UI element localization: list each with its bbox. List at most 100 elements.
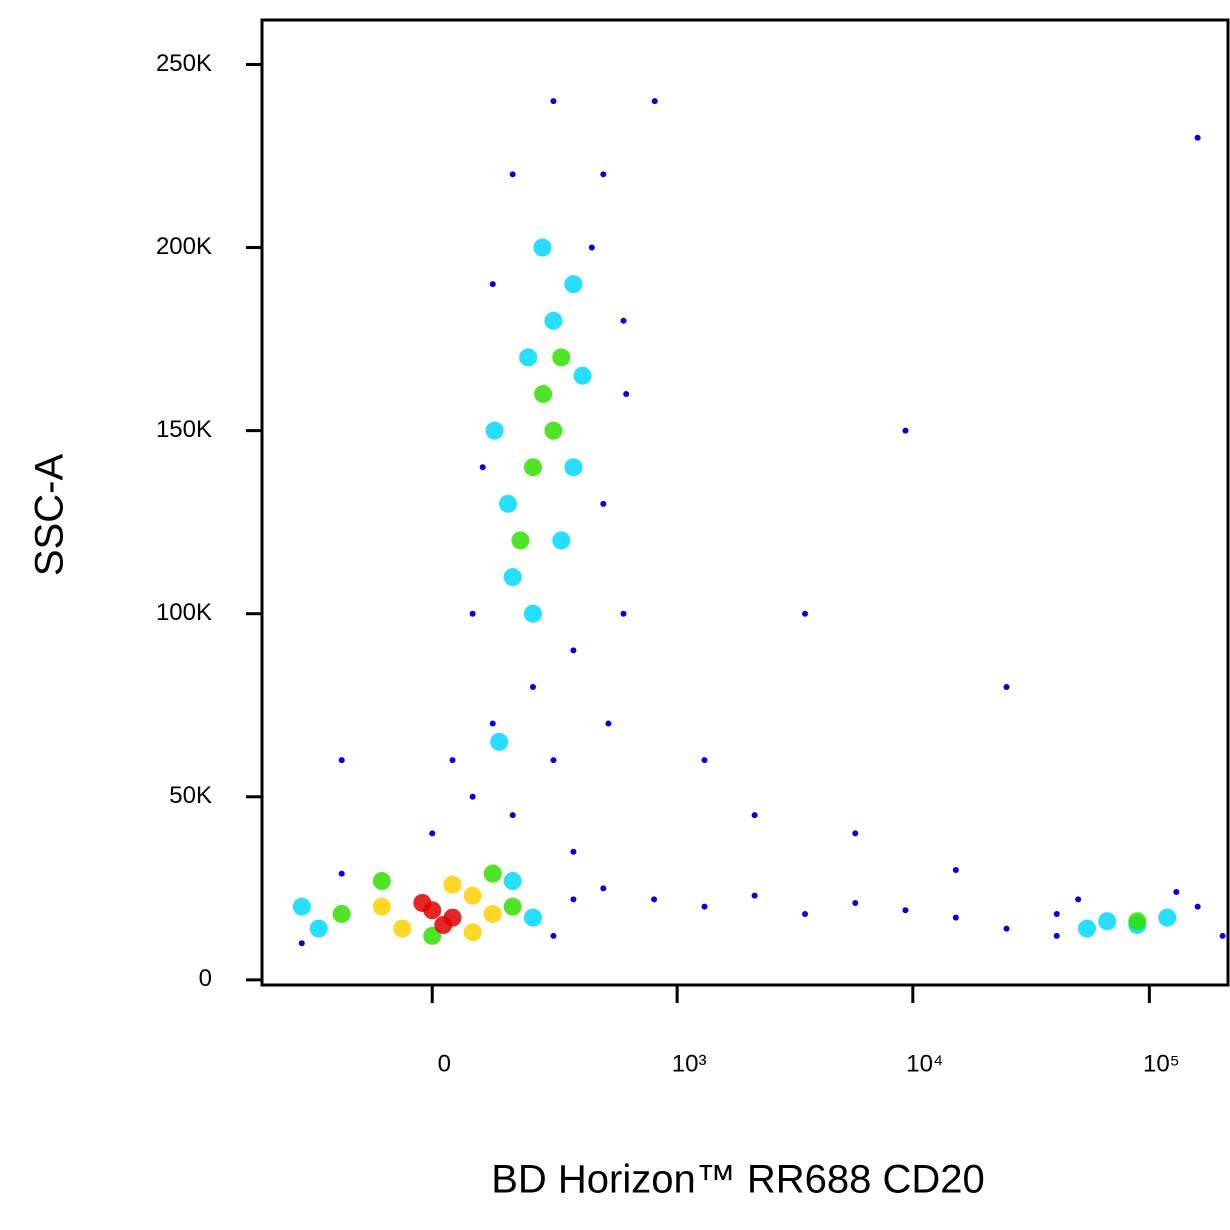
event-point bbox=[751, 892, 758, 899]
event-point bbox=[1173, 888, 1180, 895]
x-axis-title: BD Horizon™ RR688 CD20 bbox=[491, 1158, 985, 1202]
event-point bbox=[570, 647, 577, 654]
event-point bbox=[1194, 134, 1201, 141]
event-point bbox=[751, 812, 758, 819]
event-point bbox=[564, 458, 583, 477]
event-point bbox=[511, 531, 530, 550]
event-point bbox=[338, 757, 345, 764]
event-point bbox=[1128, 912, 1147, 931]
y-axis-title: SSC-A bbox=[28, 454, 72, 577]
event-point bbox=[623, 391, 630, 398]
y-tick-label: 100K bbox=[156, 599, 212, 626]
event-point bbox=[564, 275, 583, 294]
event-point bbox=[1003, 683, 1010, 690]
event-point bbox=[393, 919, 412, 938]
event-point bbox=[463, 923, 482, 942]
event-point bbox=[1158, 908, 1177, 927]
event-point bbox=[902, 427, 909, 434]
event-point bbox=[600, 500, 607, 507]
event-point bbox=[523, 458, 542, 477]
event-point bbox=[338, 870, 345, 877]
event-point bbox=[443, 875, 462, 894]
event-point bbox=[552, 348, 571, 367]
event-point bbox=[372, 897, 391, 916]
event-point bbox=[523, 604, 542, 623]
event-point bbox=[701, 757, 708, 764]
event-point bbox=[852, 830, 859, 837]
event-point bbox=[449, 757, 456, 764]
plot-frame bbox=[260, 18, 1230, 987]
event-point bbox=[802, 610, 809, 617]
event-point bbox=[550, 98, 557, 105]
event-point bbox=[372, 872, 391, 891]
x-tick-label: 0 bbox=[438, 1050, 451, 1077]
event-point bbox=[544, 421, 563, 440]
event-point bbox=[523, 908, 542, 927]
event-point bbox=[952, 914, 959, 921]
y-tick-label: 150K bbox=[156, 416, 212, 443]
event-point bbox=[423, 926, 442, 945]
x-tick-label: 10⁴ bbox=[906, 1050, 943, 1077]
event-point bbox=[503, 568, 522, 587]
event-point bbox=[550, 932, 557, 939]
event-point bbox=[429, 830, 436, 837]
x-tick-label: 10⁵ bbox=[1143, 1050, 1180, 1077]
event-point bbox=[469, 793, 476, 800]
event-point bbox=[605, 720, 612, 727]
event-point bbox=[298, 940, 305, 947]
event-point bbox=[292, 897, 311, 916]
event-point bbox=[485, 421, 504, 440]
event-point bbox=[552, 531, 571, 550]
event-point bbox=[620, 317, 627, 324]
event-point bbox=[550, 757, 557, 764]
event-point bbox=[802, 910, 809, 917]
event-point bbox=[852, 899, 859, 906]
event-point bbox=[544, 311, 563, 330]
event-point bbox=[600, 171, 607, 178]
event-point bbox=[1194, 903, 1201, 910]
event-point bbox=[1098, 912, 1117, 931]
event-point bbox=[463, 886, 482, 905]
event-point bbox=[1075, 896, 1082, 903]
event-point bbox=[503, 872, 522, 891]
y-tick-label: 50K bbox=[169, 782, 212, 809]
event-point bbox=[469, 610, 476, 617]
event-point bbox=[1053, 910, 1060, 917]
event-point bbox=[529, 683, 536, 690]
event-point bbox=[1219, 932, 1226, 939]
event-point bbox=[479, 464, 486, 471]
event-point bbox=[503, 897, 522, 916]
event-point bbox=[499, 494, 518, 513]
event-point bbox=[519, 348, 538, 367]
event-point bbox=[332, 904, 351, 923]
event-point bbox=[309, 919, 328, 938]
event-point bbox=[490, 732, 509, 751]
event-point bbox=[413, 893, 432, 912]
event-point bbox=[483, 904, 502, 923]
event-point bbox=[1078, 919, 1097, 938]
x-tick-label: 10³ bbox=[672, 1050, 707, 1077]
event-point bbox=[1003, 925, 1010, 932]
event-point bbox=[701, 903, 708, 910]
y-tick-label: 250K bbox=[156, 50, 212, 77]
y-tick-label: 200K bbox=[156, 233, 212, 260]
event-point bbox=[570, 896, 577, 903]
y-tick-label: 0 bbox=[199, 965, 212, 992]
event-point bbox=[533, 238, 552, 257]
event-point bbox=[600, 885, 607, 892]
event-point bbox=[434, 915, 453, 934]
event-point bbox=[534, 385, 553, 404]
event-point bbox=[588, 244, 595, 251]
event-point bbox=[489, 281, 496, 288]
event-point bbox=[902, 907, 909, 914]
event-point bbox=[509, 171, 516, 178]
event-point bbox=[651, 98, 658, 105]
event-point bbox=[1053, 932, 1060, 939]
event-point bbox=[570, 848, 577, 855]
event-point bbox=[651, 896, 658, 903]
event-point bbox=[952, 867, 959, 874]
event-point bbox=[620, 610, 627, 617]
event-point bbox=[509, 812, 516, 819]
event-point bbox=[573, 366, 592, 385]
